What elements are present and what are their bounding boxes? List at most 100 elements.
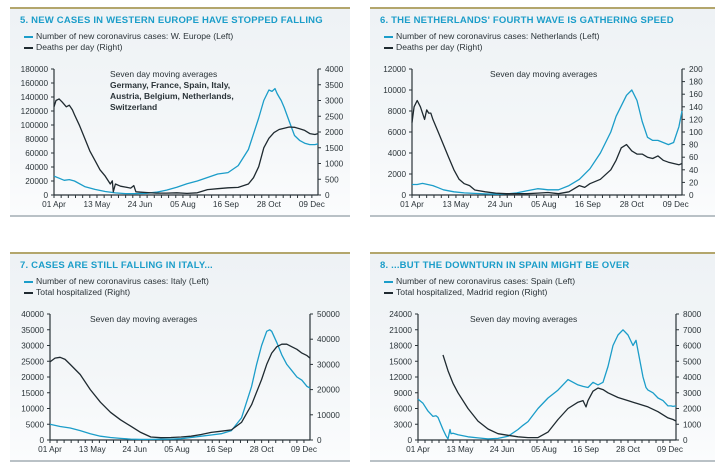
left-tick-label: 100000: [21, 121, 49, 130]
right-tick-label: 3000: [683, 389, 702, 398]
right-tick-label: 2000: [683, 405, 702, 414]
right-tick-label: 180: [689, 78, 703, 87]
x-tick-label: 28 Oct: [257, 200, 282, 209]
right-tick-label: 100: [689, 128, 703, 137]
annotation-text: Seven day moving averages: [90, 314, 197, 324]
chart-panel-8: 8. ...BUT THE DOWNTURN IN SPAIN MIGHT BE…: [370, 252, 715, 462]
legend-cases: Number of new coronavirus cases: W. Euro…: [24, 31, 233, 41]
legend-swatch-right: [384, 46, 393, 49]
annotation-text: Switzerland: [110, 102, 157, 112]
left-tick-label: 8000: [388, 107, 407, 116]
annotation-text: Seven day moving averages: [110, 69, 217, 79]
annotation-text: Austria, Belgium, Netherlands,: [110, 91, 234, 101]
right-tick-label: 0: [689, 191, 694, 200]
right-tick-label: 40: [689, 166, 699, 175]
series-line-cases: [412, 89, 683, 195]
x-tick-label: 24 Jun: [490, 445, 515, 454]
x-tick-label: 13 May: [79, 445, 107, 454]
right-tick-label: 500: [325, 175, 339, 184]
legend-label: Number of new coronavirus cases: Italy (…: [36, 276, 209, 286]
left-tick-label: 18000: [389, 342, 412, 351]
left-tick-label: 40000: [25, 163, 48, 172]
annotation-text: Seven day moving averages: [470, 314, 577, 324]
x-tick-label: 24 Jun: [488, 200, 513, 209]
legend-swatch-cases: [24, 35, 33, 38]
x-tick-label: 01 Apr: [42, 200, 66, 209]
x-tick-label: 01 Apr: [406, 445, 430, 454]
legend-label: Number of new coronavirus cases: Netherl…: [396, 31, 600, 41]
right-tick-label: 0: [317, 436, 322, 445]
x-tick-label: 28 Oct: [616, 445, 641, 454]
legend-cases: Number of new coronavirus cases: Netherl…: [384, 31, 599, 41]
legend-cases: Number of new coronavirus cases: Spain (…: [384, 276, 575, 286]
legend-label: Deaths per day (Right): [36, 42, 123, 52]
left-tick-label: 0: [43, 191, 48, 200]
left-tick-label: 0: [407, 436, 412, 445]
x-tick-label: 05 Aug: [531, 445, 557, 454]
left-tick-label: 6000: [388, 128, 407, 137]
x-tick-label: 05 Aug: [531, 200, 557, 209]
right-tick-label: 7000: [683, 326, 702, 335]
right-tick-label: 0: [325, 191, 330, 200]
right-tick-label: 3000: [325, 97, 344, 106]
chart-panel-7: 7. CASES ARE STILL FALLING IN ITALY... N…: [10, 252, 350, 462]
series-line-right: [442, 354, 677, 439]
x-tick-label: 13 May: [447, 445, 475, 454]
left-tick-label: 20000: [25, 177, 48, 186]
left-tick-label: 6000: [394, 405, 413, 414]
left-tick-label: 9000: [394, 389, 413, 398]
legend-label: Deaths per day (Right): [396, 42, 483, 52]
right-tick-label: 20000: [317, 386, 340, 395]
legend-label: Total hospitalized (Right): [36, 287, 131, 297]
x-tick-label: 24 Jun: [122, 445, 147, 454]
left-tick-label: 5000: [26, 420, 45, 429]
right-tick-label: 4000: [325, 65, 344, 74]
right-tick-label: 6000: [683, 342, 702, 351]
left-tick-label: 30000: [21, 342, 44, 351]
left-tick-label: 2000: [388, 170, 407, 179]
series-line-right: [53, 98, 319, 195]
right-tick-label: 5000: [683, 357, 702, 366]
left-tick-label: 20000: [21, 373, 44, 382]
right-tick-label: 8000: [683, 310, 702, 319]
x-tick-label: 01 Apr: [400, 200, 424, 209]
legend-right: Deaths per day (Right): [24, 42, 122, 52]
right-tick-label: 30000: [317, 360, 340, 369]
right-tick-label: 10000: [317, 411, 340, 420]
left-tick-label: 25000: [21, 357, 44, 366]
left-tick-label: 4000: [388, 149, 407, 158]
left-tick-label: 180000: [21, 65, 49, 74]
x-tick-label: 28 Oct: [620, 200, 645, 209]
right-tick-label: 50000: [317, 310, 340, 319]
chart-panel-6: 6. THE NETHERLANDS' FOURTH WAVE IS GATHE…: [370, 7, 715, 217]
x-tick-label: 13 May: [443, 200, 471, 209]
legend-right: Total hospitalized (Right): [24, 287, 130, 297]
x-tick-label: 28 Oct: [250, 445, 275, 454]
chart-svg-6: 0 2000 4000 6000 8000 10000 12000 0 20 40 60 80 100 1…: [383, 65, 703, 209]
legend-label: Number of new coronavirus cases: Spain (…: [396, 276, 576, 286]
x-tick-label: 09 Dec: [657, 445, 683, 454]
chart-svg-5: 0200004000060000800001000001200001400001…: [21, 65, 344, 209]
right-tick-label: 0: [683, 436, 688, 445]
x-tick-label: 09 Dec: [291, 445, 317, 454]
legend-right: Total hospitalized, Madrid region (Right…: [384, 287, 547, 297]
left-tick-label: 140000: [21, 93, 49, 102]
x-tick-label: 05 Aug: [170, 200, 196, 209]
right-tick-label: 2500: [325, 112, 344, 121]
right-tick-label: 40000: [317, 335, 340, 344]
right-tick-label: 160: [689, 90, 703, 99]
annotation-text: Seven day moving averages: [490, 69, 597, 79]
chart-title: 7. CASES ARE STILL FALLING IN ITALY...: [20, 260, 213, 271]
left-tick-label: 0: [39, 436, 44, 445]
left-tick-label: 21000: [389, 326, 412, 335]
right-tick-label: 1500: [325, 144, 344, 153]
x-tick-label: 05 Aug: [164, 445, 190, 454]
series-line-right: [49, 343, 311, 439]
x-tick-label: 09 Dec: [299, 200, 325, 209]
right-tick-label: 80: [689, 141, 699, 150]
x-tick-label: 24 Jun: [128, 200, 153, 209]
right-tick-label: 60: [689, 153, 699, 162]
chart-title: 8. ...BUT THE DOWNTURN IN SPAIN MIGHT BE…: [380, 260, 630, 271]
left-tick-label: 12000: [389, 373, 412, 382]
x-tick-label: 16 Sep: [206, 445, 232, 454]
